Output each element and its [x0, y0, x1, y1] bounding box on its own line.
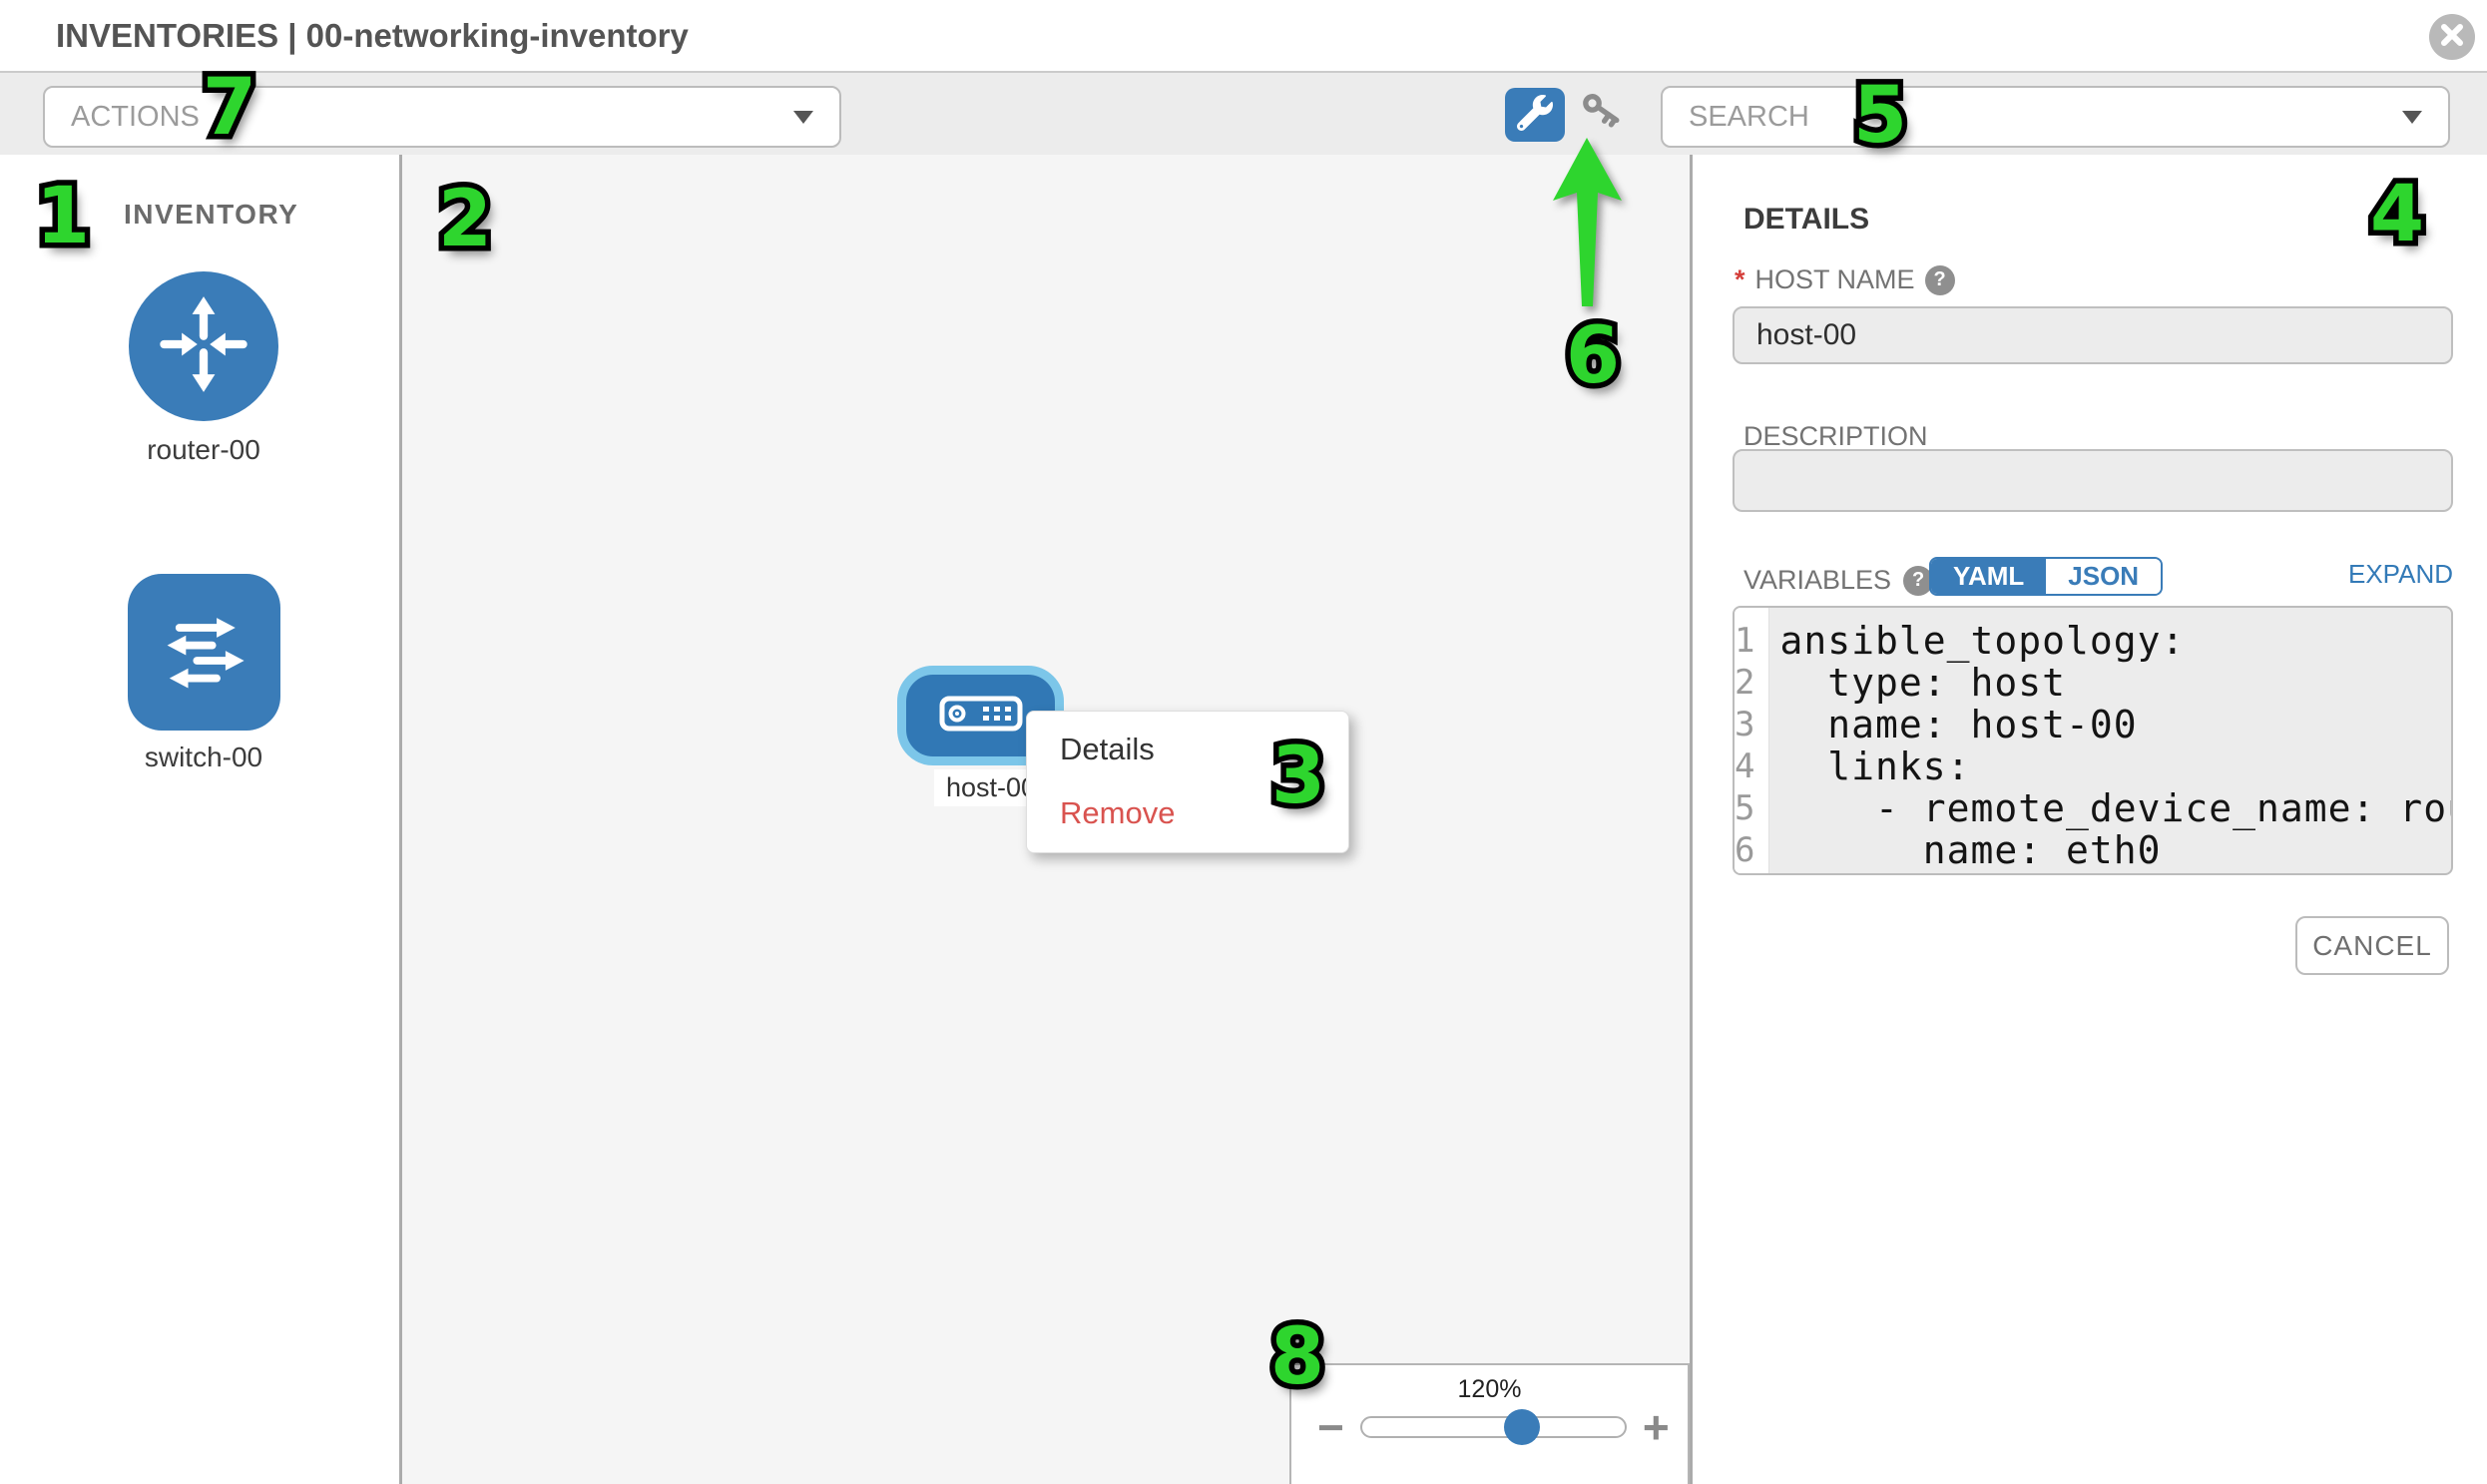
chevron-down-icon — [2402, 110, 2422, 124]
wrench-icon — [1516, 94, 1553, 136]
code-line: ansible_topology: — [1779, 619, 2186, 663]
line-number: 3 — [1735, 705, 1755, 744]
zoom-in-button[interactable]: + — [1642, 1401, 1670, 1453]
sidebar-item-router[interactable] — [129, 271, 278, 421]
required-marker: * — [1735, 264, 1745, 294]
code-line: name: eth0 — [1779, 828, 2162, 872]
search-dropdown[interactable]: SEARCH — [1661, 86, 2450, 148]
tab-json[interactable]: JSON — [2046, 559, 2162, 594]
variables-label: VARIABLES — [1743, 565, 1892, 595]
code-line: type: host — [1779, 661, 2067, 705]
toolbar-wrench-button[interactable] — [1505, 88, 1565, 142]
inventory-sidebar-title: INVENTORY — [124, 199, 299, 230]
description-label-row: DESCRIPTION — [1743, 421, 1928, 452]
line-number: 1 — [1735, 621, 1755, 661]
toolbar-key-button[interactable] — [1579, 92, 1629, 138]
details-panel-title: DETAILS — [1743, 203, 1870, 236]
zoom-slider-thumb[interactable] — [1503, 1409, 1540, 1445]
code-line: - remote_device_name: router-00 — [1874, 786, 2451, 830]
page-header: INVENTORIES | 00-networking-inventory — [0, 0, 2487, 73]
variables-format-toggle: YAML JSON — [1929, 557, 2164, 596]
switch-icon — [150, 595, 259, 710]
line-number: 2 — [1735, 663, 1755, 703]
code-line: remote_interface_name: eth0 — [1779, 871, 2451, 873]
context-menu-item-details[interactable]: Details — [1060, 732, 1155, 766]
actions-dropdown-label: ACTIONS — [71, 100, 200, 133]
host-name-label: HOST NAME — [1754, 264, 1915, 294]
code-line: links: — [1779, 744, 1971, 788]
inventory-sidebar: INVENTORY — [0, 155, 402, 1484]
router-icon — [152, 292, 255, 401]
chevron-down-icon — [793, 110, 813, 124]
close-icon — [2439, 22, 2465, 53]
tab-yaml[interactable]: YAML — [1931, 559, 2047, 594]
description-label: DESCRIPTION — [1743, 421, 1928, 451]
code-line: name: host-00 — [1779, 703, 2138, 746]
node-context-menu: Details Remove — [1026, 711, 1349, 853]
editor-line-numbers: 1 2 3 4 5 6 7 — [1735, 608, 1770, 873]
breadcrumb: INVENTORIES | 00-networking-inventory — [56, 17, 689, 54]
key-icon — [1579, 90, 1629, 141]
variables-code-editor[interactable]: 1 2 3 4 5 6 7 ansible_topology: type: ho… — [1733, 606, 2453, 875]
zoom-out-button[interactable]: − — [1317, 1401, 1344, 1453]
host-name-field[interactable] — [1733, 306, 2453, 364]
sidebar-item-switch[interactable] — [128, 574, 280, 731]
search-dropdown-label: SEARCH — [1689, 100, 1809, 133]
help-icon[interactable]: ? — [1903, 565, 1934, 596]
sidebar-item-router-label: router-00 — [147, 434, 260, 465]
zoom-level-value: 120% — [1457, 1375, 1522, 1403]
editor-code-content[interactable]: ansible_topology: type: host name: host-… — [1769, 608, 2451, 873]
zoom-widget: 120% − + — [1289, 1363, 1690, 1484]
help-icon[interactable]: ? — [1924, 264, 1955, 295]
close-button[interactable] — [2429, 14, 2475, 60]
server-icon — [939, 695, 1023, 738]
zoom-slider[interactable] — [1359, 1409, 1627, 1445]
host-name-label-row: * HOST NAME ? — [1735, 264, 1955, 295]
details-panel: DETAILS * HOST NAME ? DESCRIPTION VARIAB… — [1693, 155, 2487, 1484]
context-menu-item-remove[interactable]: Remove — [1060, 795, 1176, 830]
variables-label-row: VARIABLES ? — [1743, 565, 1934, 596]
line-number: 4 — [1735, 746, 1755, 786]
line-number: 7 — [1735, 871, 1768, 873]
cancel-button[interactable]: CANCEL — [2295, 916, 2449, 975]
line-number: 5 — [1735, 788, 1755, 828]
sidebar-item-switch-label: switch-00 — [144, 742, 263, 772]
actions-dropdown[interactable]: ACTIONS — [43, 86, 841, 148]
expand-link[interactable]: EXPAND — [2348, 559, 2453, 589]
description-field[interactable] — [1733, 449, 2453, 512]
line-number: 6 — [1735, 830, 1755, 870]
